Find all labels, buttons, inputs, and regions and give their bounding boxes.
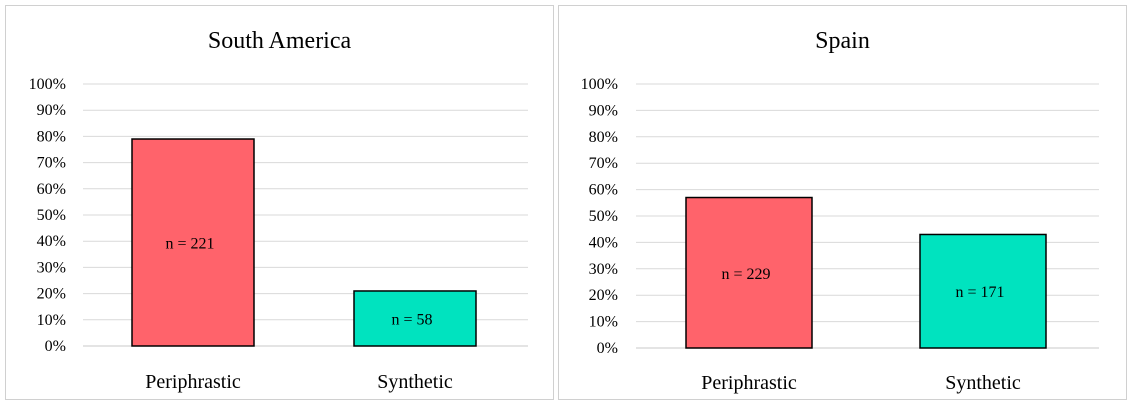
y-tick-label: 100% — [29, 76, 66, 93]
y-tick-label: 90% — [589, 102, 618, 119]
y-tick-label: 90% — [37, 102, 66, 119]
y-tick-label: 30% — [37, 259, 66, 276]
bar-0 — [685, 196, 813, 349]
chart-plot-spain: 0% 10% 20% 30% 40% 50% 60% 70% 80% 90% 100% n = 229… — [581, 76, 1099, 394]
chart-title: Spain — [815, 28, 870, 54]
x-category-label: Periphrastic — [145, 371, 241, 393]
chart-plot-south-america: 0% 10% 20% 30% 40% 50% 60% 70% 80% 90% 100% n = 221… — [29, 76, 528, 393]
bar-0 — [131, 138, 255, 347]
y-tick-label: 40% — [589, 234, 618, 251]
x-category-label: Periphrastic — [701, 372, 797, 394]
bar-1 — [353, 290, 477, 347]
y-tick-label: 0% — [45, 338, 66, 355]
y-tick-label: 60% — [37, 181, 66, 198]
chart-title: South America — [207, 28, 352, 54]
chart-panel-spain: Spain 0% 10% 20% 30% 40% 50% 60% 70% 80% 90% 100% n… — [558, 5, 1127, 400]
y-tick-label: 50% — [37, 207, 66, 224]
y-tick-label: 80% — [37, 128, 66, 145]
chart-panel-south-america: South America 0% 10% 20% 30% 40% 50% 60% 70% 80%… — [5, 5, 554, 400]
x-category-label: Synthetic — [377, 371, 453, 393]
y-tick-label: 0% — [597, 340, 618, 357]
y-tick-label: 60% — [589, 182, 618, 199]
data-label: n = 171 — [955, 284, 1004, 301]
y-tick-label: 100% — [581, 76, 618, 93]
data-label: n = 229 — [721, 266, 770, 283]
data-label: n = 58 — [391, 311, 432, 328]
y-tick-label: 40% — [37, 233, 66, 250]
y-tick-label: 20% — [37, 286, 66, 303]
y-tick-label: 10% — [37, 312, 66, 329]
bar-1 — [919, 233, 1047, 349]
y-tick-label: 10% — [589, 314, 618, 331]
y-tick-label: 70% — [589, 155, 618, 172]
x-category-label: Synthetic — [945, 372, 1021, 394]
y-tick-label: 20% — [589, 287, 618, 304]
y-tick-label: 70% — [37, 155, 66, 172]
y-tick-label: 80% — [589, 129, 618, 146]
y-tick-label: 30% — [589, 261, 618, 278]
data-label: n = 221 — [165, 236, 214, 253]
y-tick-label: 50% — [589, 208, 618, 225]
